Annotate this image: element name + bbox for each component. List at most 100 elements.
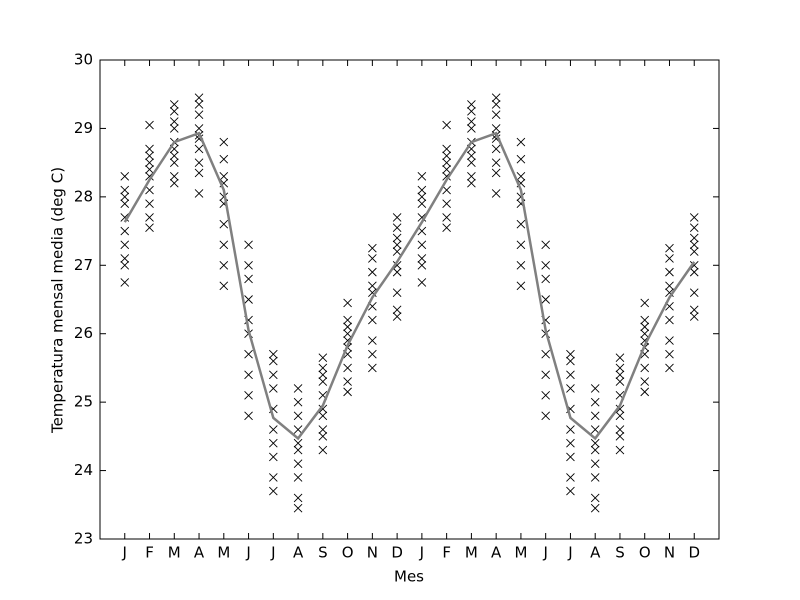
point <box>269 486 278 496</box>
point <box>590 503 600 513</box>
point <box>244 390 253 400</box>
x-tick-label: S <box>318 544 328 562</box>
point <box>368 254 377 263</box>
point <box>590 493 600 503</box>
point <box>541 390 550 400</box>
y-tick-label: 30 <box>74 51 93 69</box>
point <box>318 363 328 373</box>
point <box>120 278 130 287</box>
point <box>120 185 130 195</box>
point <box>417 172 427 181</box>
point <box>615 353 625 362</box>
x-tick-label: F <box>442 544 451 562</box>
point <box>467 117 476 126</box>
point <box>392 240 402 250</box>
point <box>467 100 476 109</box>
point <box>566 384 575 393</box>
x-tick-label: M <box>465 544 478 562</box>
point <box>516 260 526 270</box>
point <box>194 189 204 198</box>
point <box>269 384 278 393</box>
point <box>392 247 402 256</box>
point <box>145 213 154 222</box>
x-tick-label: N <box>367 544 378 562</box>
point <box>318 445 328 455</box>
point <box>640 363 650 373</box>
point <box>442 151 451 161</box>
point <box>194 158 204 167</box>
point <box>491 93 501 102</box>
point <box>293 438 303 448</box>
point <box>145 223 154 232</box>
point <box>343 387 352 397</box>
point <box>392 233 402 243</box>
x-tick-label: D <box>688 544 700 562</box>
y-tick-label: 27 <box>74 256 93 274</box>
point <box>293 397 303 407</box>
point <box>318 411 328 421</box>
point <box>566 370 575 380</box>
point <box>665 267 674 277</box>
point <box>145 151 154 161</box>
point <box>566 438 575 448</box>
point <box>442 165 451 174</box>
point <box>392 223 402 232</box>
point <box>244 274 253 284</box>
point <box>689 305 699 315</box>
point <box>219 137 229 147</box>
y-tick-label: 23 <box>74 530 93 548</box>
point <box>491 158 501 167</box>
point <box>615 404 625 414</box>
point <box>417 240 427 250</box>
point <box>318 370 328 380</box>
point <box>368 336 377 345</box>
point <box>343 363 352 373</box>
point <box>516 240 526 250</box>
point <box>541 295 550 304</box>
point <box>145 144 154 154</box>
point <box>219 260 229 270</box>
point <box>541 240 550 250</box>
point <box>566 356 575 366</box>
point <box>566 349 575 359</box>
point <box>467 172 476 181</box>
point <box>169 107 179 116</box>
point <box>640 377 650 386</box>
point <box>120 260 130 270</box>
point <box>689 247 699 256</box>
point <box>343 377 352 386</box>
point <box>491 100 501 109</box>
point <box>541 411 550 421</box>
point <box>244 370 253 380</box>
y-tick-label: 26 <box>74 324 93 342</box>
point <box>145 185 154 195</box>
point <box>491 144 501 154</box>
point <box>417 199 427 209</box>
x-tick-label: M <box>217 544 230 562</box>
point <box>368 315 377 325</box>
point <box>318 425 328 434</box>
point <box>417 254 427 263</box>
point <box>615 432 625 441</box>
point <box>343 298 352 308</box>
point <box>541 274 550 284</box>
point <box>689 233 699 243</box>
point <box>293 493 303 503</box>
point <box>244 349 253 359</box>
point <box>392 288 402 297</box>
x-tick-label: J <box>270 544 275 562</box>
x-tick-label: A <box>194 544 205 562</box>
point <box>442 213 451 222</box>
point <box>293 425 303 434</box>
point <box>145 199 154 209</box>
y-axis-label: Temperatura mensal media (deg C) <box>49 167 67 434</box>
point <box>120 192 130 202</box>
y-tick-label: 25 <box>74 393 93 411</box>
point <box>665 363 674 373</box>
point <box>194 110 204 120</box>
point <box>640 387 650 397</box>
point <box>665 349 674 359</box>
point <box>194 100 204 109</box>
point <box>392 312 402 321</box>
